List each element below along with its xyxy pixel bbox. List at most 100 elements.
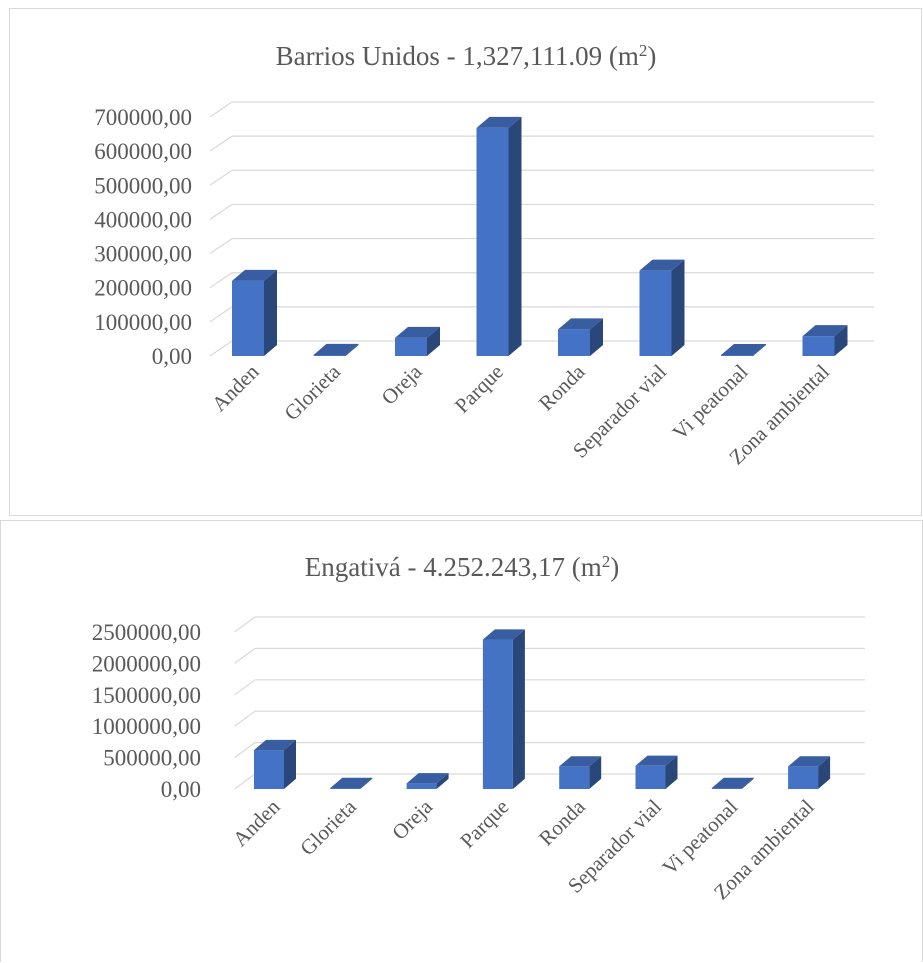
- x-category-label: Parque: [450, 360, 508, 418]
- chart-title: Barrios Unidos - 1,327,111.09 (m2): [276, 41, 657, 72]
- bar-side: [508, 116, 522, 356]
- gridline-side: [234, 710, 256, 727]
- bar-front: [232, 280, 264, 356]
- bar-top: [635, 755, 678, 766]
- y-tick-label: 400000,00: [94, 207, 192, 232]
- bar-top: [711, 777, 754, 788]
- y-tick-label: 500000,00: [103, 746, 201, 771]
- bar-ronda: [558, 318, 603, 356]
- y-axis-ticks: 0,00 100000,00 200000,00 300000,00 400000,00…: [94, 105, 192, 369]
- bar-vi-peatonal: [721, 343, 766, 356]
- bar-side: [671, 259, 685, 356]
- bar-side: [436, 773, 449, 789]
- bar-front: [802, 336, 835, 356]
- bar-top: [559, 756, 602, 767]
- bar-side: [818, 756, 831, 789]
- y-tick-label: 1000000,00: [92, 714, 201, 739]
- chart-title-end: ): [610, 552, 619, 582]
- bar-oreja: [395, 326, 440, 356]
- bar-top: [254, 739, 296, 751]
- y-tick-label: 500000,00: [94, 173, 192, 198]
- bar-separador-vial: [639, 259, 685, 356]
- gridline-side: [209, 238, 233, 255]
- bar-front: [313, 354, 346, 356]
- bar-front: [254, 750, 284, 789]
- chart-svg: Barrios Unidos - 1,327,111.09 (m2) 0,00 1…: [94, 41, 874, 469]
- y-tick-label: 300000,00: [94, 242, 192, 267]
- bars: [232, 116, 848, 356]
- bar-side: [345, 343, 359, 356]
- bar-parque: [482, 629, 525, 789]
- bar-top: [232, 269, 277, 281]
- gridline-side: [234, 616, 256, 633]
- gridline-side: [209, 203, 233, 220]
- bar-top: [476, 116, 522, 128]
- gridline-side: [209, 340, 233, 357]
- bar-front: [406, 783, 437, 789]
- bar-ronda: [559, 756, 602, 789]
- gridline-side: [209, 306, 233, 323]
- chart-title-main: Engativá - 4.252.243,17 (m: [305, 552, 602, 582]
- bar-side: [834, 325, 848, 356]
- x-category-label: Parque: [455, 795, 513, 853]
- bar-parque: [476, 116, 522, 356]
- bar-top: [558, 318, 603, 330]
- y-tick-label: 200000,00: [94, 276, 192, 301]
- bar-top: [482, 629, 525, 640]
- bar-side: [264, 269, 277, 356]
- x-category-label: Anden: [228, 794, 285, 851]
- bar-side: [741, 777, 754, 789]
- bar-top: [639, 259, 685, 271]
- gridlines: [209, 101, 874, 357]
- x-category-label: Glorieta: [279, 359, 345, 425]
- bar-front: [639, 270, 672, 356]
- bar-top: [788, 756, 831, 767]
- gridline-side: [234, 773, 256, 790]
- bar-anden: [254, 739, 296, 789]
- bar-front: [711, 788, 742, 789]
- bar-oreja: [406, 773, 449, 789]
- bars: [254, 629, 831, 789]
- chart-title-end: ): [647, 41, 656, 71]
- y-tick-label: 2500000,00: [92, 620, 201, 645]
- gridline-side: [209, 135, 233, 152]
- bar-front: [721, 355, 753, 356]
- bar-front: [476, 127, 509, 356]
- bar-front: [559, 766, 590, 789]
- bar-top: [330, 777, 373, 788]
- y-axis-ticks: 0,00 500000,00 1000000,00 1500000,00 2000000…: [92, 620, 201, 802]
- x-category-label: Anden: [207, 359, 264, 416]
- y-tick-label: 0,00: [152, 344, 192, 369]
- x-category-label: Ronda: [534, 794, 590, 850]
- bar-front: [788, 766, 819, 789]
- y-tick-label: 600000,00: [94, 139, 192, 164]
- bar-front: [482, 639, 513, 789]
- gridline-side: [209, 272, 233, 289]
- chart-engativa: Engativá - 4.252.243,17 (m2) 0,00 500000,…: [0, 520, 923, 962]
- bar-front: [395, 337, 427, 356]
- bar-front: [330, 788, 361, 789]
- bar-vi-peatonal: [711, 777, 754, 789]
- bar-front: [558, 329, 590, 356]
- bar-top: [313, 343, 359, 355]
- chart-title-superscript: 2: [602, 552, 611, 571]
- chart-title: Engativá - 4.252.243,17 (m2): [305, 552, 619, 583]
- gridline-side: [209, 101, 233, 118]
- bar-glorieta: [313, 343, 359, 356]
- y-tick-label: 100000,00: [94, 310, 192, 335]
- x-category-label: Vi peatonal: [668, 359, 753, 444]
- bar-glorieta: [330, 777, 373, 789]
- bar-side: [284, 739, 296, 789]
- bar-side: [665, 755, 678, 789]
- bar-side: [590, 318, 603, 356]
- chart-title-main: Barrios Unidos - 1,327,111.09 (m: [276, 41, 639, 71]
- bar-anden: [232, 269, 277, 356]
- chart-svg: Engativá - 4.252.243,17 (m2) 0,00 500000,…: [92, 552, 865, 904]
- bar-top: [406, 773, 449, 784]
- bar-separador-vial: [635, 755, 678, 789]
- x-category-label: Ronda: [534, 359, 590, 415]
- bar-top: [721, 343, 766, 355]
- chart-barrios-unidos: Barrios Unidos - 1,327,111.09 (m2) 0,00 1…: [9, 8, 922, 516]
